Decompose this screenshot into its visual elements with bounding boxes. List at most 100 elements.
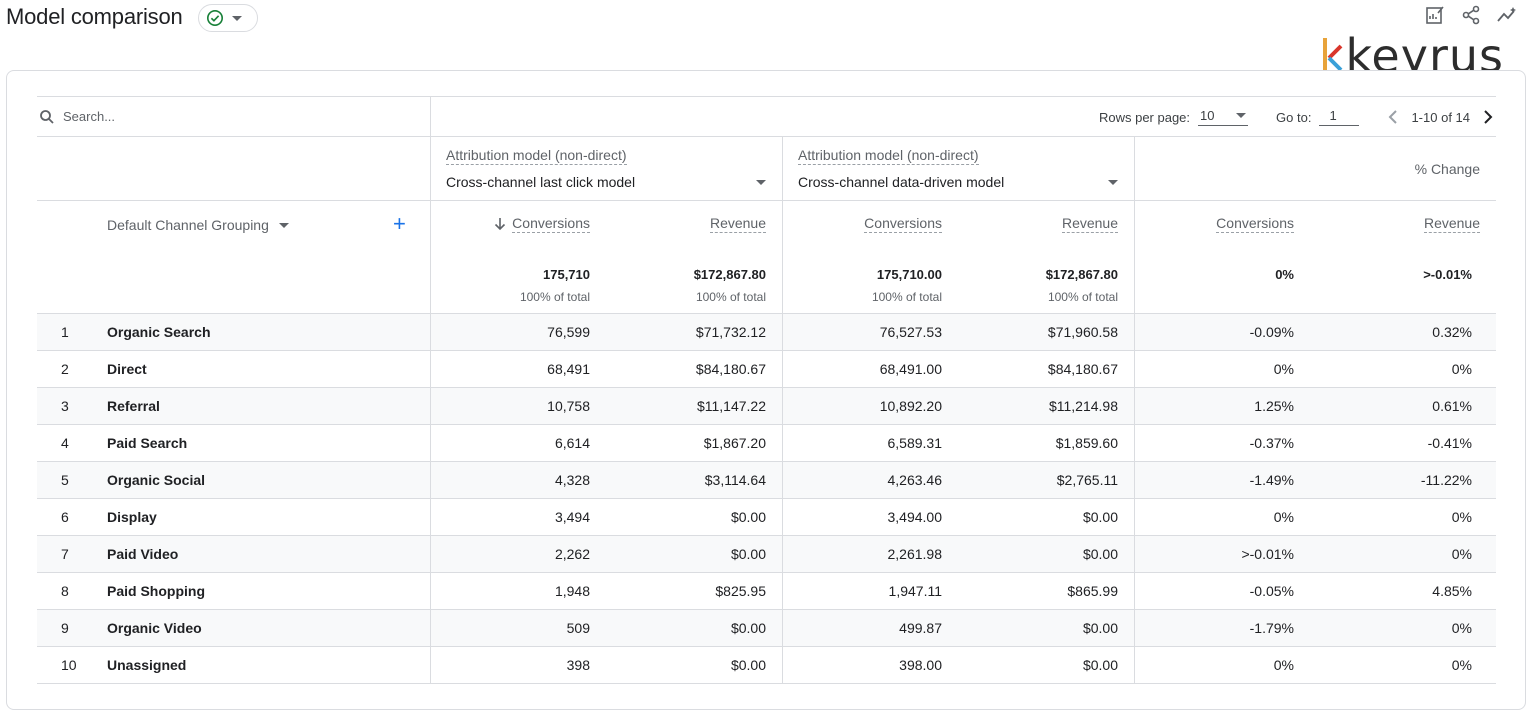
cell-r1: $84,180.67	[695, 361, 766, 377]
channel-name[interactable]: Paid Shopping	[107, 583, 205, 599]
divider	[782, 388, 783, 424]
cell-pc: 0%	[1273, 361, 1294, 377]
check-circle-icon	[206, 9, 224, 27]
divider	[782, 610, 783, 646]
divider	[782, 351, 783, 387]
cell-pr: 4.85%	[1432, 583, 1472, 599]
table-row[interactable]: 10 Unassigned 398 $0.00 398.00 $0.00 0% 0%	[37, 647, 1496, 684]
chevron-down-icon	[1108, 179, 1118, 185]
insights-icon[interactable]	[1496, 4, 1518, 26]
model-value-right: Cross-channel data-driven model	[798, 174, 1005, 190]
divider	[782, 499, 783, 535]
divider	[782, 201, 783, 314]
share-icon[interactable]	[1460, 4, 1482, 26]
total-value: >-0.01%	[1423, 267, 1472, 282]
channel-name[interactable]: Organic Social	[107, 472, 206, 488]
divider	[430, 425, 431, 461]
metric-header-conversions-2[interactable]: Conversions	[864, 215, 942, 233]
table-row[interactable]: 9 Organic Video 509 $0.00 499.87 $0.00 -1.79% 0…	[37, 610, 1496, 647]
table-row[interactable]: 5 Organic Social 4,328 $3,114.64 4,263.46 $2,…	[37, 462, 1496, 499]
table-row[interactable]: 6 Display 3,494 $0.00 3,494.00 $0.00 0% 0%	[37, 499, 1496, 536]
cell-r2: $1,859.60	[1055, 435, 1118, 451]
row-index: 10	[61, 657, 77, 673]
model-value-left: Cross-channel last click model	[446, 174, 636, 190]
total-sub: 100% of total	[871, 290, 942, 304]
pagination: Rows per page: 10 Go to: 1 1-10 of 14	[1099, 97, 1496, 137]
metric-header-revenue-1[interactable]: Revenue	[709, 215, 766, 233]
divider	[430, 137, 431, 201]
table-row[interactable]: 3 Referral 10,758 $11,147.22 10,892.20 $11,21…	[37, 388, 1496, 425]
channel-name[interactable]: Display	[107, 509, 157, 525]
model-selector-row: Attribution model (non-direct) Cross-cha…	[37, 136, 1496, 201]
channel-name[interactable]: Referral	[107, 398, 160, 414]
prev-page-button[interactable]	[1385, 109, 1401, 125]
channel-name[interactable]: Paid Video	[107, 546, 179, 562]
pct-change-header: % Change	[1414, 161, 1480, 177]
next-page-button[interactable]	[1480, 109, 1496, 125]
table-row[interactable]: 4 Paid Search 6,614 $1,867.20 6,589.31 $1,859…	[37, 425, 1496, 462]
cell-pc: -1.79%	[1249, 620, 1294, 636]
divider	[430, 462, 431, 498]
chevron-down-icon	[1236, 113, 1247, 118]
metric-label: Conversions	[864, 215, 942, 233]
table-row[interactable]: 1 Organic Search 76,599 $71,732.12 76,527.53…	[37, 314, 1496, 351]
model-selector-right[interactable]: Attribution model (non-direct) Cross-cha…	[782, 137, 1134, 201]
table-row[interactable]: 8 Paid Shopping 1,948 $825.95 1,947.11 $865.9…	[37, 573, 1496, 610]
cell-c2: 2,261.98	[887, 546, 943, 562]
cell-pc: 0%	[1273, 657, 1294, 673]
total-conversions-1: 175,710 100% of total	[520, 267, 590, 304]
cell-pc: -0.05%	[1249, 583, 1294, 599]
add-dimension-button[interactable]: +	[393, 211, 406, 236]
table-row[interactable]: 2 Direct 68,491 $84,180.67 68,491.00 $84,180.…	[37, 351, 1496, 388]
cell-c1: 68,491	[547, 361, 590, 377]
metric-header-revenue-2[interactable]: Revenue	[1061, 215, 1118, 233]
status-dropdown[interactable]	[198, 4, 258, 32]
row-index: 9	[61, 620, 69, 636]
cell-c2: 10,892.20	[879, 398, 942, 414]
cell-c2: 6,589.31	[887, 435, 943, 451]
total-value: $172,867.80	[693, 267, 766, 282]
channel-name[interactable]: Paid Search	[107, 435, 188, 451]
divider	[1134, 351, 1135, 387]
divider	[782, 647, 783, 683]
total-revenue-2: $172,867.80 100% of total	[1046, 267, 1118, 304]
metric-header-conversions-change[interactable]: Conversions	[1216, 215, 1294, 233]
divider	[1134, 425, 1135, 461]
cell-r1: $0.00	[730, 509, 766, 525]
table-controls: Rows per page: 10 Go to: 1 1-10 of 14	[37, 96, 1496, 137]
cell-r2: $84,180.67	[1047, 361, 1118, 377]
channel-name[interactable]: Organic Video	[107, 620, 202, 636]
rows-per-page-select[interactable]: 10	[1198, 108, 1249, 126]
divider	[782, 314, 783, 350]
table-row[interactable]: 7 Paid Video 2,262 $0.00 2,261.98 $0.00 >-0.01…	[37, 536, 1496, 573]
total-sub: 100% of total	[519, 290, 590, 304]
metric-header-conversions-1[interactable]: Conversions	[494, 215, 590, 233]
cell-pr: 0%	[1451, 546, 1472, 562]
cell-pc: -1.49%	[1249, 472, 1294, 488]
dimension-selector[interactable]: Default Channel Grouping	[107, 217, 289, 233]
divider	[430, 499, 431, 535]
chevron-down-icon	[756, 179, 766, 185]
goto-input[interactable]: 1	[1319, 108, 1360, 126]
divider	[430, 647, 431, 683]
cell-pr: 0%	[1451, 509, 1472, 525]
search-input[interactable]	[63, 109, 363, 124]
edit-report-icon[interactable]	[1424, 4, 1446, 26]
cell-r2: $0.00	[1082, 509, 1118, 525]
goto-label: Go to:	[1276, 109, 1312, 125]
cell-c1: 509	[566, 620, 590, 636]
divider	[782, 536, 783, 572]
cell-r1: $0.00	[730, 546, 766, 562]
cell-c1: 10,758	[547, 398, 590, 414]
channel-name[interactable]: Organic Search	[107, 324, 211, 340]
cell-pr: 0.32%	[1432, 324, 1472, 340]
divider	[1134, 314, 1135, 350]
channel-name[interactable]: Unassigned	[107, 657, 187, 673]
channel-name[interactable]: Direct	[107, 361, 147, 377]
metric-label: Conversions	[1216, 215, 1294, 233]
chevron-down-icon	[278, 222, 289, 228]
model-selector-left[interactable]: Attribution model (non-direct) Cross-cha…	[430, 137, 782, 201]
metric-header-revenue-change[interactable]: Revenue	[1423, 215, 1480, 233]
search-box	[37, 97, 430, 137]
chevron-down-icon	[232, 15, 242, 21]
